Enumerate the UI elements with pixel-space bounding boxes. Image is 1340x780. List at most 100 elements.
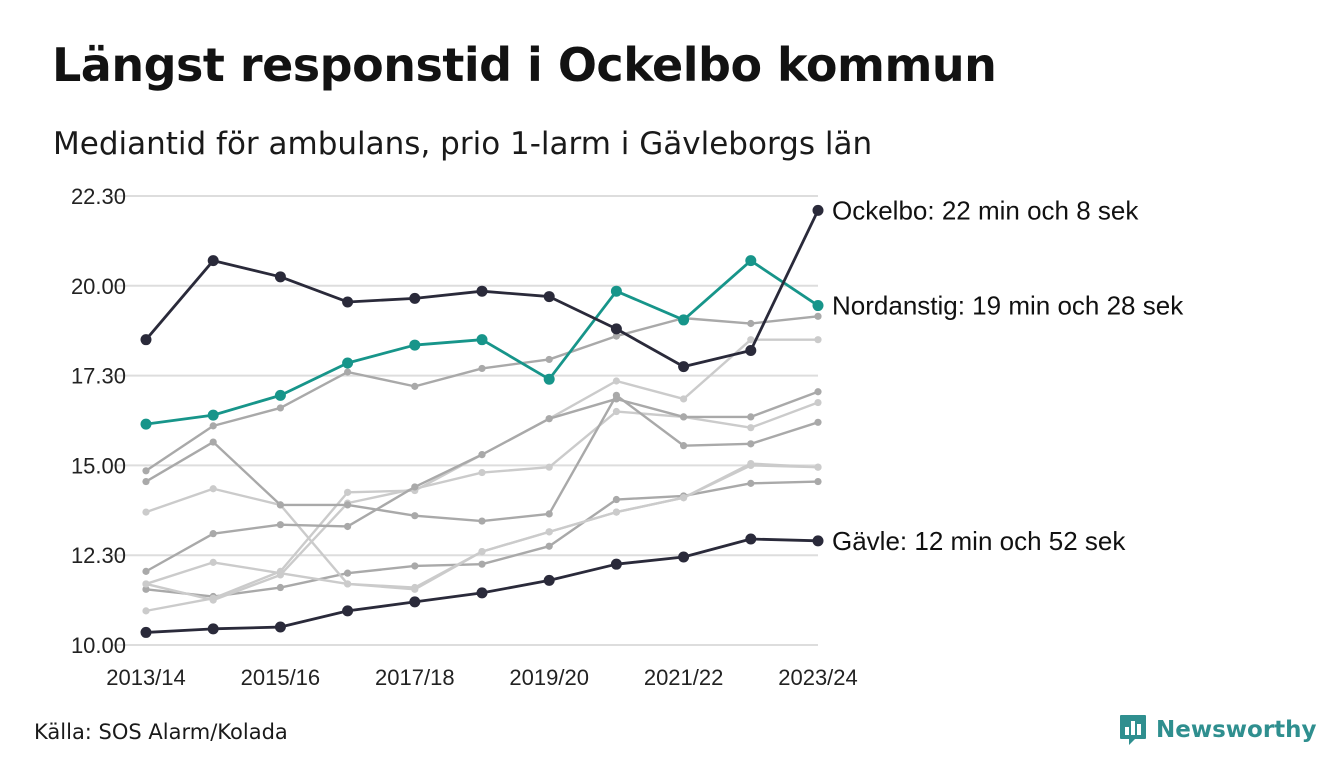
series-other — [142, 391, 822, 525]
data-point — [142, 567, 150, 575]
data-point — [478, 468, 486, 477]
data-point — [276, 583, 284, 592]
data-point — [814, 418, 822, 426]
data-point — [747, 319, 755, 328]
data-point — [545, 415, 553, 423]
data-point — [478, 451, 486, 459]
data-point — [543, 291, 555, 303]
series-end-label: Ockelbo: 22 min och 8 sek — [832, 195, 1139, 225]
series-other — [142, 398, 822, 604]
data-point — [476, 334, 488, 346]
data-point — [411, 585, 419, 593]
data-point — [745, 344, 757, 356]
data-point — [344, 522, 352, 531]
series-gävle — [140, 533, 824, 638]
gridlines — [112, 195, 818, 646]
series-other — [142, 461, 822, 593]
data-point — [680, 395, 688, 403]
x-tick-label: 2019/20 — [509, 665, 589, 690]
data-point — [543, 373, 555, 385]
data-point — [612, 377, 621, 385]
data-point — [680, 494, 688, 502]
data-point — [142, 585, 150, 593]
data-point — [209, 485, 217, 493]
data-point — [678, 361, 690, 373]
data-point — [814, 398, 822, 407]
data-point — [274, 271, 286, 283]
y-tick-label: 22.30 — [71, 184, 126, 209]
data-point — [411, 483, 419, 491]
data-point — [274, 621, 286, 633]
data-point — [276, 569, 284, 577]
data-point — [476, 285, 488, 297]
data-point — [612, 391, 621, 399]
end-labels: Gävle: 12 min och 52 sek Nordanstig: 19 m… — [832, 195, 1184, 555]
data-point — [142, 508, 150, 516]
series-end-label: Gävle: 12 min och 52 sek — [832, 526, 1126, 556]
series-line — [145, 401, 819, 602]
data-point — [678, 551, 690, 563]
data-point — [610, 558, 622, 570]
data-point — [344, 580, 352, 588]
data-point — [612, 495, 621, 504]
data-point — [678, 314, 690, 326]
data-point — [612, 407, 621, 416]
x-tick-label: 2015/16 — [241, 665, 321, 690]
data-point — [207, 409, 219, 421]
y-tick-label: 12.30 — [71, 543, 126, 568]
data-point — [342, 357, 354, 369]
data-point — [545, 355, 553, 364]
data-point — [812, 300, 824, 312]
data-point — [276, 521, 284, 529]
data-point — [612, 332, 621, 340]
data-point — [812, 204, 824, 216]
data-point — [612, 508, 621, 516]
series-layer — [140, 204, 824, 638]
data-point — [680, 413, 688, 421]
y-tick-label: 15.00 — [71, 453, 126, 478]
data-point — [545, 542, 553, 550]
x-axis-ticks: 2013/14 2015/16 2017/18 2019/20 2021/22 2023/… — [106, 665, 858, 690]
data-point — [209, 530, 217, 538]
data-point — [276, 501, 284, 509]
data-point — [478, 560, 486, 568]
chart-title: Längst responstid i Ockelbo kommun — [52, 38, 997, 92]
data-point — [140, 334, 152, 346]
x-tick-label: 2017/18 — [375, 665, 455, 690]
x-tick-label: 2013/14 — [106, 665, 186, 690]
data-point — [342, 605, 354, 617]
data-point — [342, 296, 354, 308]
series-line — [145, 464, 819, 591]
y-axis-ticks: 10.00 12.30 15.00 17.30 20.00 22.30 — [71, 184, 126, 658]
data-point — [814, 388, 822, 396]
data-point — [814, 463, 822, 471]
data-point — [745, 533, 757, 545]
data-point — [411, 382, 419, 390]
data-point — [409, 339, 421, 351]
data-point — [409, 292, 421, 304]
data-point — [747, 424, 755, 432]
data-point — [610, 285, 622, 297]
data-point — [545, 528, 553, 536]
data-point — [680, 442, 688, 450]
y-tick-label: 20.00 — [71, 274, 126, 299]
data-point — [747, 413, 755, 421]
x-tick-label: 2021/22 — [644, 665, 724, 690]
data-point — [344, 501, 352, 509]
data-point — [411, 512, 419, 520]
data-point — [142, 477, 150, 486]
data-point — [409, 596, 421, 608]
data-point — [814, 477, 822, 486]
x-tick-label: 2023/24 — [778, 665, 858, 690]
series-other — [142, 477, 822, 601]
data-point — [209, 558, 217, 566]
data-point — [747, 440, 755, 448]
data-point — [276, 404, 284, 412]
data-point — [545, 463, 553, 471]
series-line — [145, 480, 819, 598]
data-point — [543, 574, 555, 586]
data-point — [814, 312, 822, 320]
data-point — [747, 336, 755, 344]
data-point — [610, 323, 622, 335]
